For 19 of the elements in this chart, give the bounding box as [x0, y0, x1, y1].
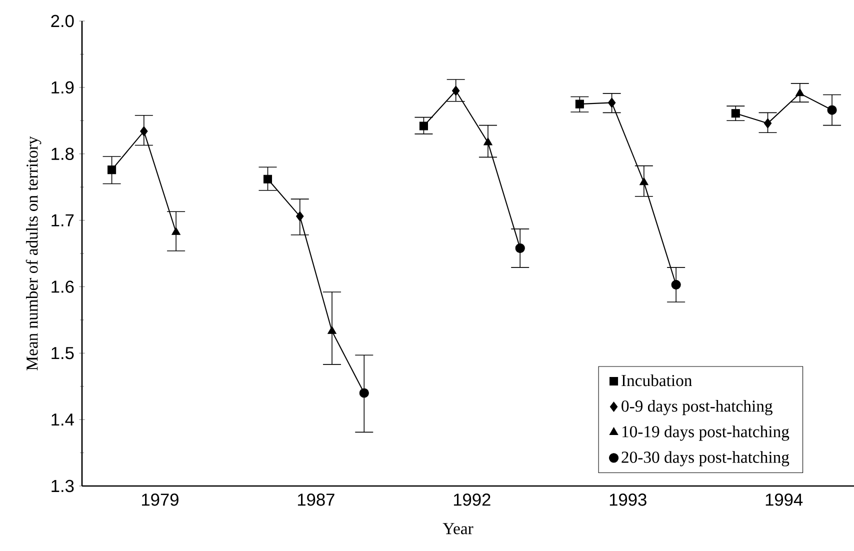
legend-label: 0-9 days post-hatching — [622, 400, 772, 416]
y-tick-label: 1.5 — [52, 347, 74, 360]
y-tick-label: 1.4 — [52, 414, 74, 426]
x-axis-title: Year — [442, 523, 474, 534]
x-tick-label: 1994 — [766, 494, 803, 506]
legend-label: 10-19 days post-hatching — [622, 426, 790, 441]
y-tick-label: 1.7 — [52, 214, 74, 226]
y-tick-label: 2.0 — [51, 14, 74, 28]
x-tick-label: 1993 — [610, 494, 646, 506]
legend-label: 20-30 days post-hatching — [622, 451, 790, 466]
y-tick-label: 1.8 — [52, 148, 74, 160]
x-tick-label: 1987 — [298, 494, 334, 506]
legend-label: Incubation — [622, 374, 692, 386]
y-tick-label: 1.9 — [52, 81, 74, 94]
y-tick-label: 1.3 — [52, 480, 74, 492]
y-tick-label: 1.6 — [52, 280, 74, 293]
y-axis-title: Mean number of adults on territory — [26, 136, 42, 370]
x-tick-label: 1992 — [454, 494, 490, 506]
x-tick-label: 1979 — [142, 494, 178, 506]
